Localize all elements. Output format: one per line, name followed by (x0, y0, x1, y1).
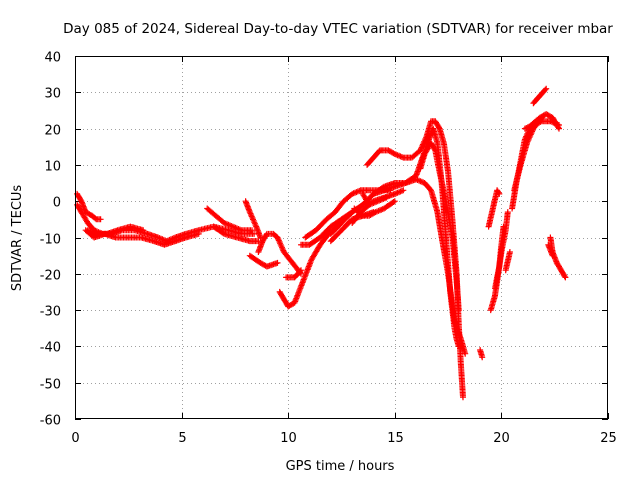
data-point (140, 227, 147, 234)
data-point (542, 86, 549, 93)
data-point (97, 216, 104, 223)
data-point (366, 201, 373, 208)
x-tick-label: 25 (600, 431, 617, 446)
tick-labels: 0 5 10 15 20 25 -60 -50 -40 -30 -20 -10 0 10 20 30 40 (40, 51, 617, 447)
data-point (455, 307, 462, 314)
y-axis-label: SDTVAR / TECUs (10, 185, 25, 292)
y-tick-label: -20 (40, 269, 61, 284)
y-tick-label: 10 (44, 160, 61, 175)
x-tick-label: 5 (178, 431, 186, 446)
data-point (556, 122, 562, 128)
x-tick-label: 20 (493, 431, 510, 446)
y-tick-label: 0 (53, 196, 61, 211)
x-tick-label: 15 (387, 431, 404, 446)
x-axis-label: GPS time / hours (286, 459, 395, 474)
data-point (495, 189, 502, 196)
y-tick-label: -40 (40, 341, 61, 356)
data-point (297, 268, 304, 275)
data-point (506, 249, 513, 255)
y-tick-label: -60 (40, 414, 61, 429)
data-point (383, 194, 390, 201)
x-tick-label: 10 (280, 431, 297, 446)
y-tick-label: -30 (40, 305, 61, 320)
data-point (371, 209, 378, 216)
y-tick-label: 30 (44, 87, 61, 102)
data-point (390, 199, 397, 205)
chart-title: Day 085 of 2024, Sidereal Day-to-day VTE… (63, 21, 613, 37)
data-point (548, 118, 555, 125)
data-point (549, 252, 556, 259)
data-point (561, 273, 568, 280)
data-point (274, 259, 281, 266)
data-point (479, 354, 486, 361)
data-point (391, 198, 398, 205)
data-point (298, 267, 304, 274)
data-point (390, 150, 397, 157)
data-point (543, 85, 550, 92)
data-point (504, 209, 511, 216)
data-point (455, 343, 462, 350)
data-point (435, 124, 442, 131)
data-points (74, 85, 569, 401)
y-tick-label: -50 (40, 378, 61, 393)
data-point (358, 211, 365, 218)
data-point (249, 227, 255, 234)
data-point (562, 274, 569, 281)
y-tick-label: 20 (44, 124, 61, 139)
data-point (195, 230, 202, 237)
data-point (400, 187, 407, 194)
plot-frame (75, 56, 608, 419)
y-tick-label: -10 (40, 233, 61, 248)
data-point (365, 200, 372, 207)
data-point (460, 394, 466, 401)
data-point (551, 120, 558, 127)
data-point (533, 120, 540, 127)
data-point (431, 146, 438, 153)
data-point (500, 223, 507, 230)
x-tick-label: 0 (71, 431, 79, 446)
data-point (496, 190, 503, 197)
y-tick-label: 40 (44, 51, 61, 66)
